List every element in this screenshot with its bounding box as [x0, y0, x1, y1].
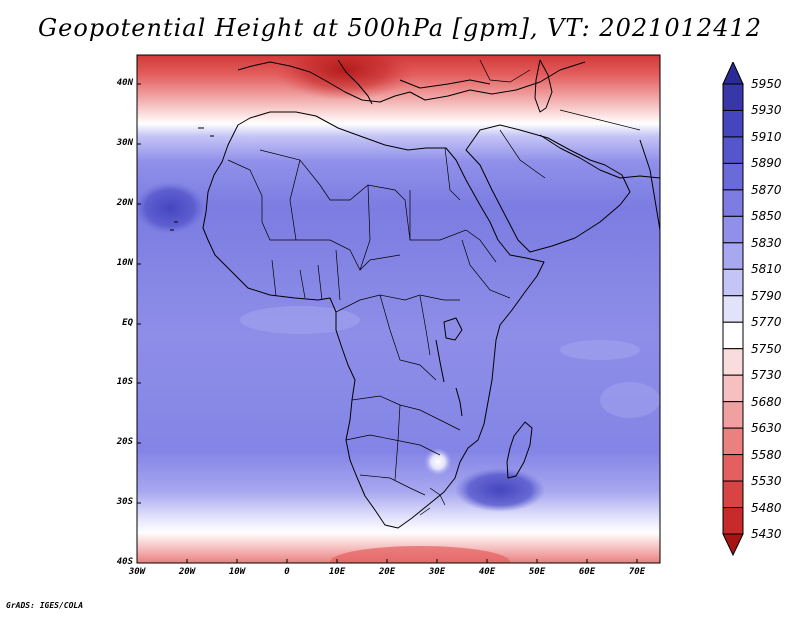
country-borders	[227, 59, 641, 516]
colorbar-swatch	[722, 454, 744, 482]
lon-label-30w: 30W	[128, 567, 146, 577]
colorbar-top-triangle	[722, 62, 744, 85]
colorbar-swatch	[722, 507, 744, 535]
chart-title: Geopotential Height at 500hPa [gpm], VT:…	[38, 14, 762, 42]
turkey-coastline	[399, 79, 491, 89]
colorbar-swatch	[722, 295, 744, 323]
southern-trough	[330, 546, 510, 563]
lat-label-20s: 20S	[116, 437, 133, 447]
colorbar-label: 5930	[751, 103, 782, 118]
caspian-coastline	[534, 59, 553, 113]
lon-label-60e: 60E	[578, 567, 596, 577]
europe-coastline	[237, 61, 586, 103]
colorbar-label: 5480	[751, 500, 782, 515]
canary-islands	[198, 127, 214, 137]
lon-label-50e: 50E	[528, 567, 546, 577]
colorbar-label: 5580	[751, 447, 782, 462]
lon-label-70e: 70E	[628, 567, 646, 577]
lake-tanganyika	[435, 339, 445, 383]
colorbar-swatch	[722, 189, 744, 217]
madagascar-high	[455, 468, 545, 512]
colorbar-label: 5910	[751, 129, 782, 144]
colorbar-bottom-triangle	[722, 533, 744, 556]
lon-label-20e: 20E	[378, 567, 396, 577]
atlantic-high	[137, 182, 205, 234]
lon-label-40e: 40E	[478, 567, 496, 577]
colorbar-swatch	[722, 109, 744, 138]
arabia-coastline	[465, 124, 631, 253]
colorbar-label: 5790	[751, 288, 782, 303]
colorbar-label: 5750	[751, 341, 782, 356]
colorbar-label: 5430	[751, 527, 782, 541]
colorbar-label: 5730	[751, 368, 782, 383]
colorbar-swatch	[722, 321, 744, 350]
lat-label-30s: 30S	[116, 497, 133, 507]
lat-label-40s: 40S	[116, 557, 133, 567]
axis-ticks	[137, 83, 638, 563]
colorbar-label: 5870	[751, 182, 782, 197]
credit-text: GrADS: IGES/COLA	[6, 601, 84, 610]
coastlines	[170, 59, 661, 529]
colorbar-label: 5850	[751, 209, 782, 224]
lake-victoria	[443, 317, 463, 341]
colorbar-label: 5630	[751, 421, 782, 436]
lat-label-10n: 10N	[116, 258, 133, 268]
italy-coastline	[337, 59, 373, 105]
colorbar-swatch	[722, 401, 744, 429]
colorbar-swatch	[722, 374, 744, 403]
colorbar-swatch	[722, 136, 744, 164]
south-africa-low	[424, 448, 452, 476]
colorbar-label: 5680	[751, 394, 782, 409]
lat-label-10s: 10S	[116, 377, 133, 387]
colorbar-swatch	[722, 215, 744, 244]
lon-label-10w: 10W	[228, 567, 246, 577]
iran-coastline	[539, 134, 661, 179]
colorbar-swatch	[722, 162, 744, 191]
colorbar-swatch	[722, 242, 744, 270]
colorbar-label: 5950	[751, 77, 782, 91]
colorbar-label: 5810	[751, 262, 782, 277]
colorbar-label: 5770	[751, 315, 782, 330]
colorbar-label: 5830	[751, 235, 782, 250]
plot-frame	[136, 54, 661, 564]
madagascar-coastline	[506, 421, 533, 479]
equatorial-patch	[560, 340, 640, 360]
colorbar-swatches	[722, 62, 744, 556]
colorbar-swatch	[722, 268, 744, 297]
height-field	[137, 55, 660, 563]
mediterranean-high	[275, 55, 415, 100]
lon-label-20w: 20W	[178, 567, 196, 577]
lon-label-0: 0	[284, 567, 290, 577]
lat-label-30n: 30N	[116, 138, 133, 148]
colorbar-swatch	[722, 427, 744, 456]
equatorial-patch	[240, 306, 360, 334]
colorbar-swatch	[722, 348, 744, 376]
equatorial-patch	[600, 382, 660, 418]
india-coastline	[639, 139, 661, 231]
colorbar-swatch	[722, 480, 744, 509]
lon-label-30e: 30E	[428, 567, 446, 577]
lat-label-eq: EQ	[122, 318, 133, 328]
lat-label-20n: 20N	[116, 198, 133, 208]
africa-coastline	[202, 111, 545, 529]
colorbar: 5950 5930 5910 5890 5870 5850 5830 5810 5790 5770…	[722, 62, 782, 556]
lon-label-10e: 10E	[328, 567, 346, 577]
colorbar-swatch	[722, 83, 744, 111]
lake-malawi	[455, 387, 463, 417]
cape-verde	[170, 221, 178, 231]
lat-label-40n: 40N	[116, 78, 133, 88]
colorbar-label: 5530	[751, 474, 782, 489]
colorbar-label: 5890	[751, 156, 782, 171]
